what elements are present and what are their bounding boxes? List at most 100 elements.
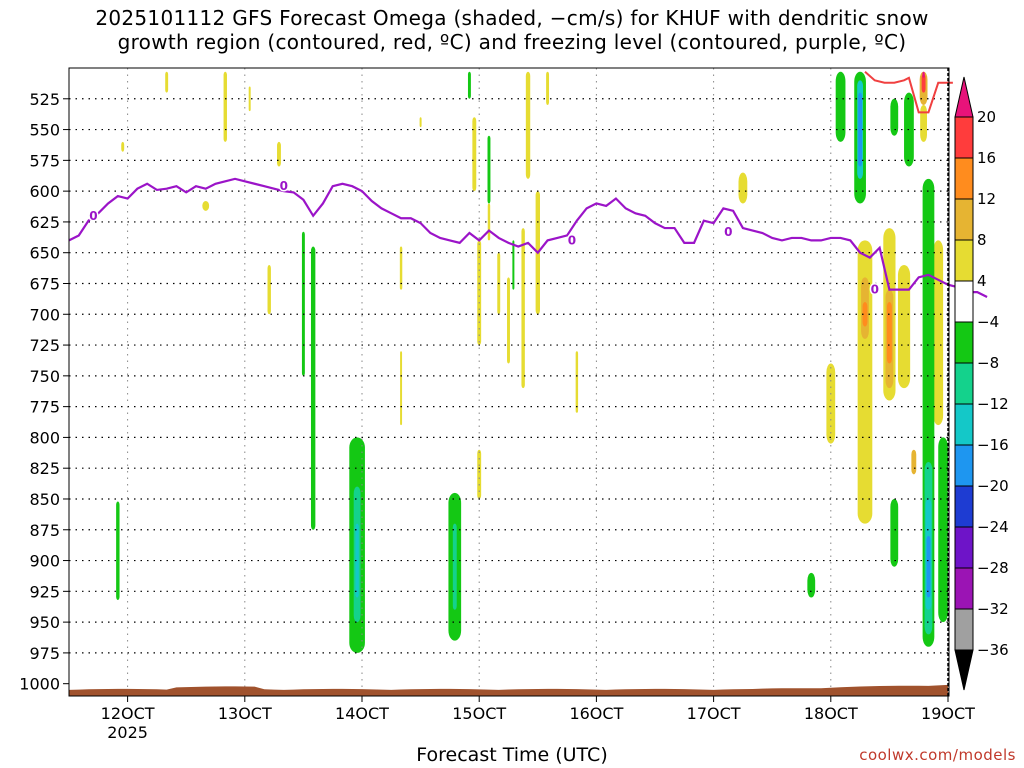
y-tick-label: 525 — [29, 90, 60, 109]
freezing-level-line — [68, 177, 988, 299]
omega-patch — [310, 246, 316, 530]
x-tick-label: 13OCT — [218, 704, 272, 723]
colorbar-swatch — [954, 239, 974, 282]
omega-patch — [862, 301, 868, 327]
freezing-level-label: 0 — [280, 179, 288, 193]
omega-patch — [546, 71, 550, 105]
y-axis: 525 550 575 600 625 650 675 700 725 750 775 800 825 8… — [19, 90, 69, 694]
y-tick-label: 650 — [29, 244, 60, 263]
y-tick-label: 725 — [29, 336, 60, 355]
colorbar-label: −16 — [977, 436, 1009, 454]
colorbar-label: 20 — [977, 108, 996, 126]
omega-patch — [452, 523, 457, 610]
omega-patch — [512, 240, 515, 290]
omega-patch — [920, 104, 928, 142]
omega-patch — [121, 141, 125, 152]
ground-surface — [69, 684, 948, 696]
colorbar-swatch — [954, 362, 974, 405]
omega-patch — [521, 228, 525, 389]
omega-shading-layer — [116, 71, 948, 653]
plot-frame — [68, 67, 950, 697]
colorbar-label: 4 — [977, 272, 987, 290]
x-tick-label: 17OCT — [687, 704, 741, 723]
y-tick-label: 550 — [29, 121, 60, 140]
y-tick-label: 825 — [29, 459, 60, 478]
omega-patch — [487, 203, 491, 241]
omega-patch — [922, 71, 925, 78]
omega-patch — [301, 231, 305, 376]
x-tick-label: 14OCT — [335, 704, 389, 723]
x-axis-label: Forecast Time (UTC) — [416, 744, 608, 766]
y-tick-label: 575 — [29, 151, 60, 170]
y-tick-label: 850 — [29, 490, 60, 509]
omega-patch — [886, 301, 892, 364]
y-tick-label: 875 — [29, 521, 60, 540]
omega-patch — [911, 449, 917, 475]
omega-patch — [400, 351, 403, 426]
colorbar-label: −32 — [977, 600, 1009, 618]
y-tick-label: 1000 — [19, 675, 60, 694]
y-tick-label: 675 — [29, 274, 60, 293]
omega-patch — [525, 71, 531, 179]
colorbar-label: −12 — [977, 395, 1009, 413]
omega-patch — [477, 240, 482, 346]
freezing-level-label: 0 — [89, 209, 97, 223]
omega-patch — [467, 71, 471, 99]
colorbar-label: 8 — [977, 231, 987, 249]
omega-patch — [807, 572, 816, 598]
omega-patch — [202, 200, 210, 211]
chart-title-line2: growth region (contoured, red, ºC) and f… — [117, 30, 907, 54]
y-tick-label: 975 — [29, 644, 60, 663]
y-tick-label: 625 — [29, 213, 60, 232]
colorbar: 20 16 12 8 4 −4 −8 −12 −16 −20 −24 −28 −32 −36 — [954, 76, 1009, 691]
y-tick-label: 925 — [29, 582, 60, 601]
colorbar-label: −28 — [977, 559, 1009, 577]
omega-patch — [248, 86, 251, 112]
omega-patch — [165, 71, 169, 93]
omega-patch — [826, 363, 836, 444]
colorbar-swatch — [954, 526, 974, 569]
colorbar-swatch — [954, 444, 974, 487]
omega-patch — [890, 498, 899, 567]
omega-patch — [277, 141, 281, 167]
x-tick-label: 15OCT — [452, 704, 506, 723]
freezing-level-label: 0 — [568, 233, 576, 247]
omega-patch — [921, 74, 926, 93]
omega-patch — [926, 535, 931, 598]
colorbar-label: −20 — [977, 477, 1009, 495]
omega-patch — [858, 92, 863, 167]
x-tick-label: 16OCT — [569, 704, 623, 723]
y-tick-label: 900 — [29, 552, 60, 571]
x-tick-sublabel: 2025 — [107, 723, 148, 742]
y-tick-label: 600 — [29, 182, 60, 201]
ground-layer — [69, 684, 948, 696]
x-tick-label: 19OCT — [921, 704, 975, 723]
colorbar-swatch — [954, 403, 974, 446]
omega-patch — [938, 437, 948, 623]
colorbar-top-arrow — [954, 76, 974, 118]
omega-patch — [890, 98, 899, 136]
omega-patch — [267, 265, 271, 315]
x-tick-label: 12OCT — [101, 704, 155, 723]
freezing-level-label: 0 — [871, 283, 879, 297]
colorbar-label: 12 — [977, 190, 996, 208]
dgz-contour-line — [864, 70, 953, 114]
omega-patch — [116, 501, 120, 600]
omega-patch — [487, 135, 491, 204]
colorbar-swatch — [954, 321, 974, 364]
credit-text: coolwx.com/models — [859, 746, 1016, 764]
omega-patch — [507, 277, 510, 364]
x-tick-label: 18OCT — [804, 704, 858, 723]
y-tick-label: 800 — [29, 428, 60, 447]
colorbar-label: −36 — [977, 641, 1009, 659]
omega-patch — [575, 351, 579, 413]
omega-patch — [897, 265, 911, 389]
colorbar-swatch — [954, 198, 974, 241]
omega-patch — [355, 523, 359, 598]
freezing-level-label: 0 — [724, 225, 732, 239]
omega-patch — [477, 449, 482, 499]
omega-patch — [419, 117, 422, 128]
colorbar-label: −24 — [977, 518, 1009, 536]
